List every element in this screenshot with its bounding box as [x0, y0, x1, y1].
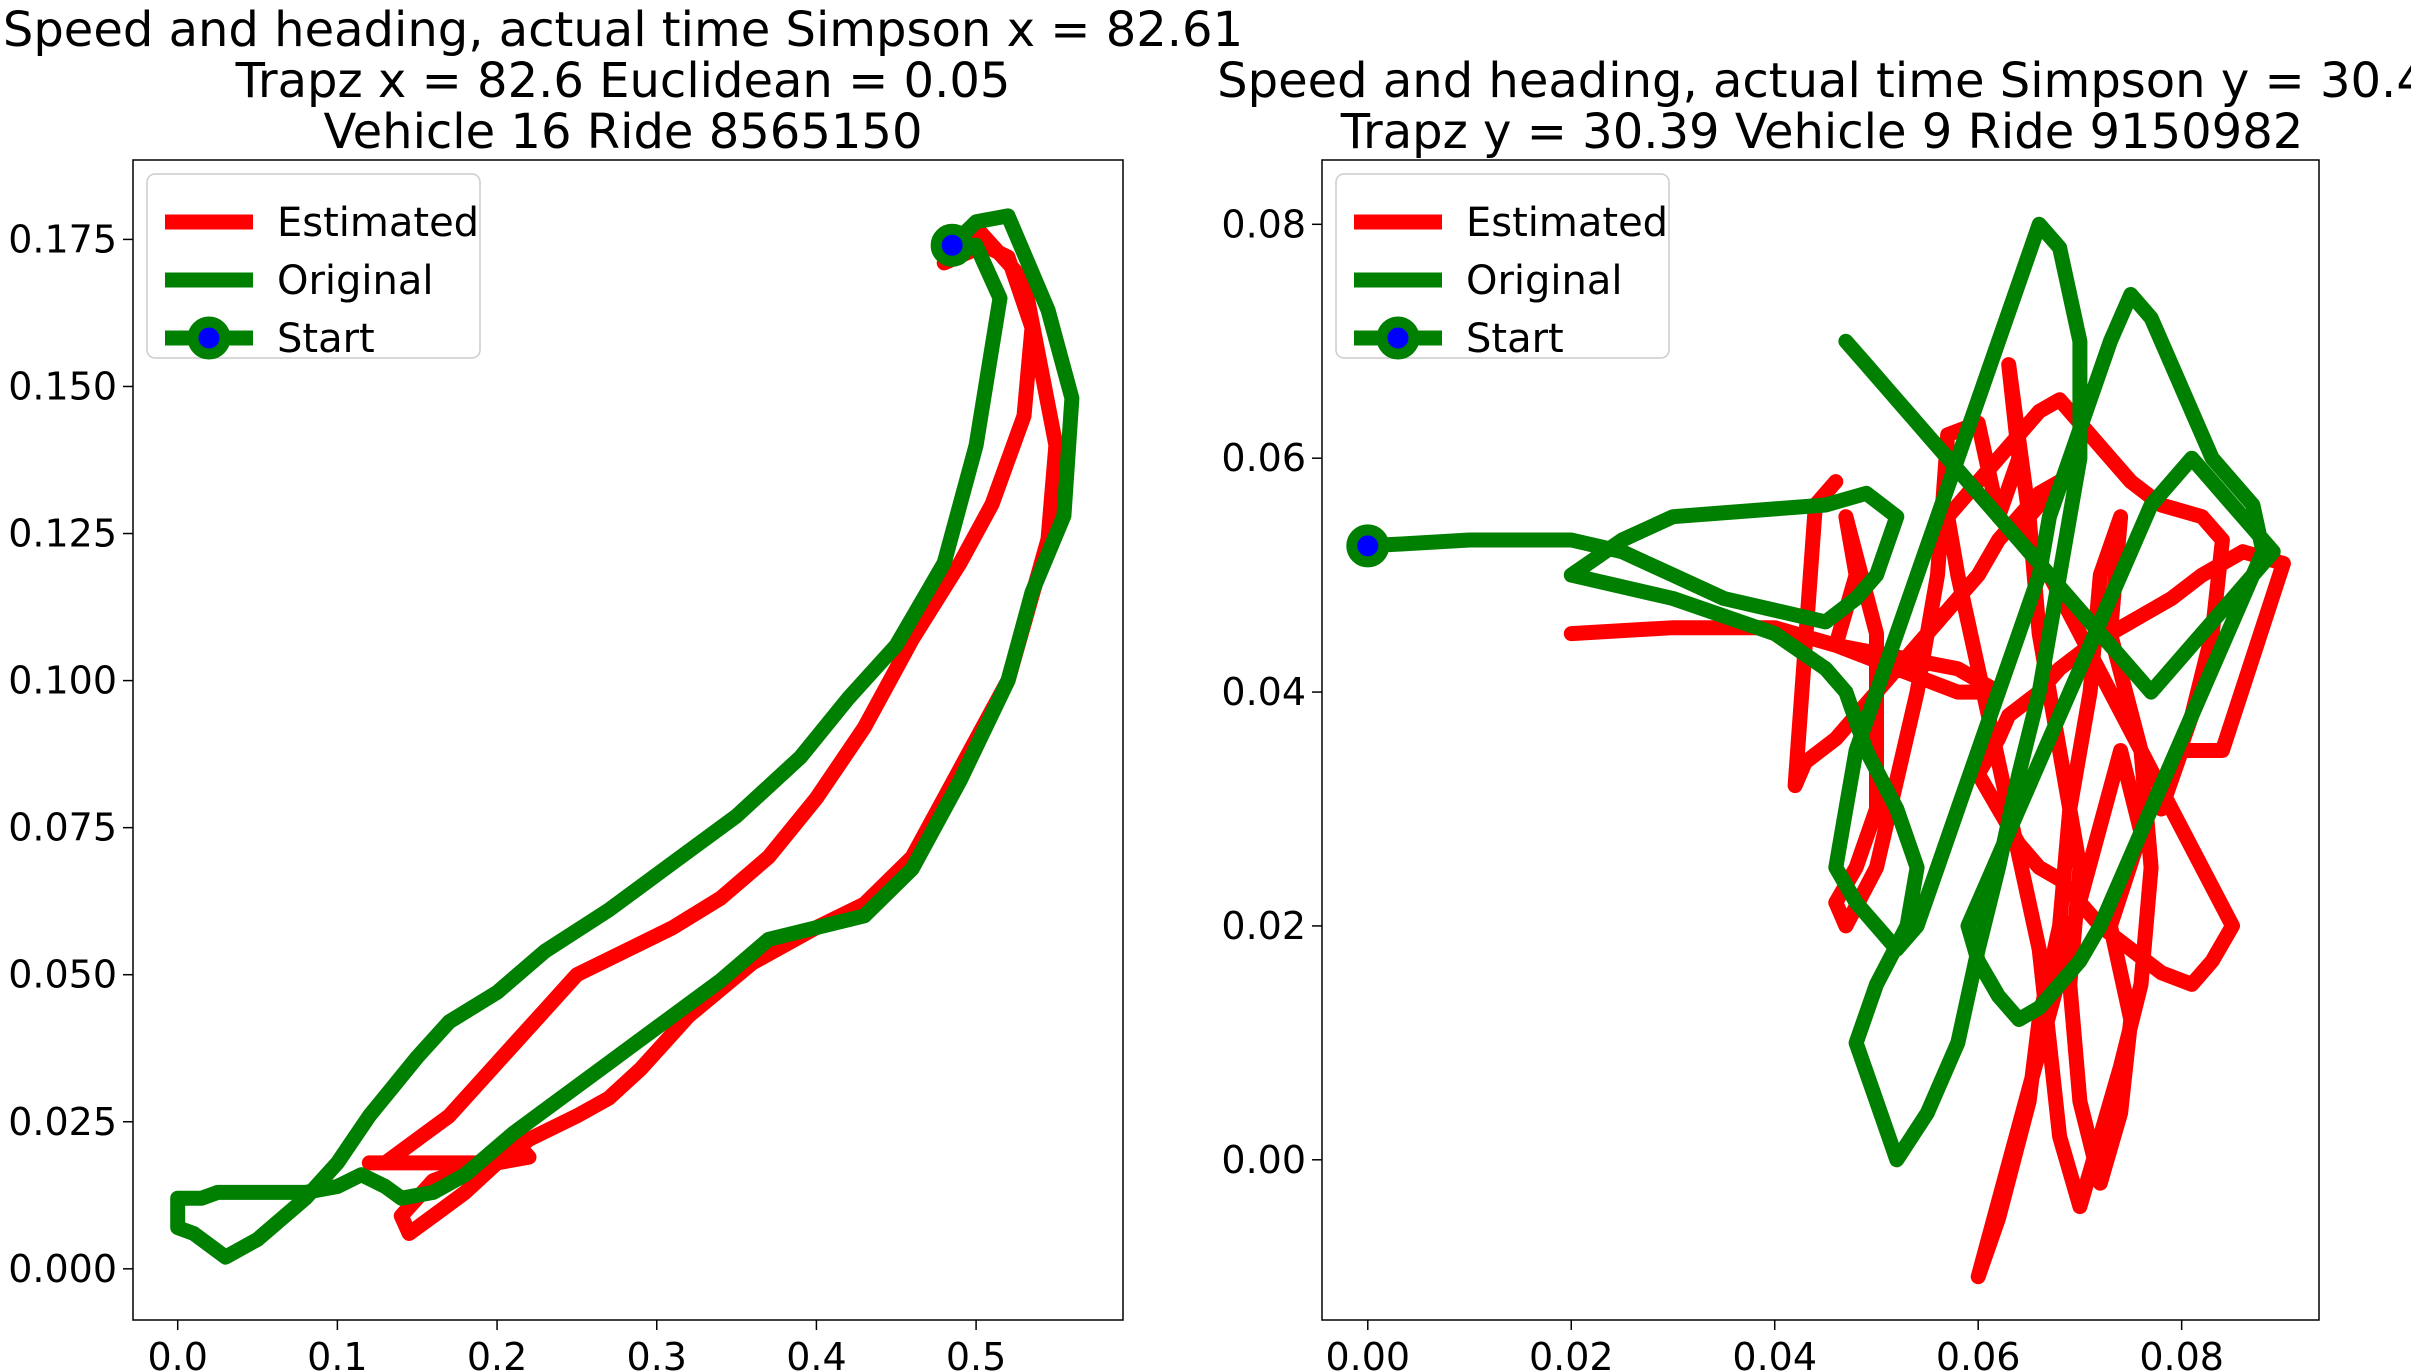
right-y-tick-label: 0.08: [1221, 202, 1306, 246]
left-y-tick-label: 0.125: [8, 512, 117, 556]
left-y-tick-label: 0.075: [8, 806, 117, 850]
left-y-tick-label: 0.100: [8, 659, 117, 703]
left-y-tick-label: 0.175: [8, 217, 117, 261]
left-x-tick-label: 0.1: [307, 1335, 367, 1371]
right-y-tick-label: 0.06: [1221, 436, 1306, 480]
left-legend: Estimated Original Start: [146, 173, 481, 362]
left-x-tick-label: 0.3: [627, 1335, 687, 1371]
left-y-tick-label: 0.000: [8, 1247, 117, 1291]
left-title-line-3: Vehicle 16 Ride 8565150: [324, 104, 923, 160]
left-plot-panel: Speed and heading, actual time Simpson x…: [3, 2, 1243, 1371]
left-y-tick-label: 0.050: [8, 953, 117, 997]
right-x-tick-label: 0.00: [1325, 1335, 1410, 1371]
left-title-line-1: Speed and heading, actual time Simpson x…: [3, 2, 1243, 58]
right-start-marker: [1346, 524, 1390, 568]
right-title-line-2: Trapz y = 30.39 Vehicle 9 Ride 9150982: [1340, 104, 2304, 160]
left-axes-frame: [132, 159, 1124, 1321]
left-y-tick-label: 0.025: [8, 1100, 117, 1144]
left-legend-original-label: Original: [277, 258, 434, 304]
left-x-tick-label: 0.2: [467, 1335, 527, 1371]
right-legend-estimated-label: Estimated: [1466, 200, 1668, 246]
right-series-original-line: [1360, 216, 2281, 1168]
right-x-tick-label: 0.04: [1732, 1335, 1817, 1371]
left-legend-start-label: Start: [277, 316, 375, 362]
right-x-tick-label: 0.08: [2139, 1335, 2224, 1371]
right-plot-area: [1360, 216, 2291, 1285]
left-plot-area: [170, 208, 1080, 1265]
left-title-line-2: Trapz x = 82.6 Euclidean = 0.05: [235, 53, 1011, 109]
right-x-tick-label: 0.02: [1529, 1335, 1614, 1371]
left-series-original-line: [170, 208, 1080, 1265]
left-x-tick-label: 0.5: [946, 1335, 1006, 1371]
left-x-tick-label: 0.0: [147, 1335, 207, 1371]
right-x-tick-label: 0.06: [1936, 1335, 2021, 1371]
left-legend-start-marker: [187, 316, 231, 360]
left-y-tick-label: 0.150: [8, 364, 117, 408]
left-legend-estimated-label: Estimated: [277, 200, 479, 246]
right-legend: Estimated Original Start: [1335, 173, 1670, 362]
right-title-line-1: Speed and heading, actual time Simpson y…: [1217, 53, 2411, 109]
right-legend-start-marker: [1376, 316, 1420, 360]
left-start-marker: [930, 223, 974, 267]
right-legend-start-label: Start: [1466, 316, 1564, 362]
right-series-estimated-line: [1563, 357, 2291, 1285]
right-plot-panel: Speed and heading, actual time Simpson y…: [1217, 53, 2411, 1371]
right-axes-frame: [1321, 159, 2320, 1321]
right-y-tick-label: 0.00: [1221, 1138, 1306, 1182]
left-x-tick-label: 0.4: [786, 1335, 846, 1371]
right-y-tick-label: 0.04: [1221, 670, 1306, 714]
right-legend-original-label: Original: [1466, 258, 1623, 304]
right-y-tick-label: 0.02: [1221, 904, 1306, 948]
left-series-estimated-line: [361, 220, 1064, 1241]
